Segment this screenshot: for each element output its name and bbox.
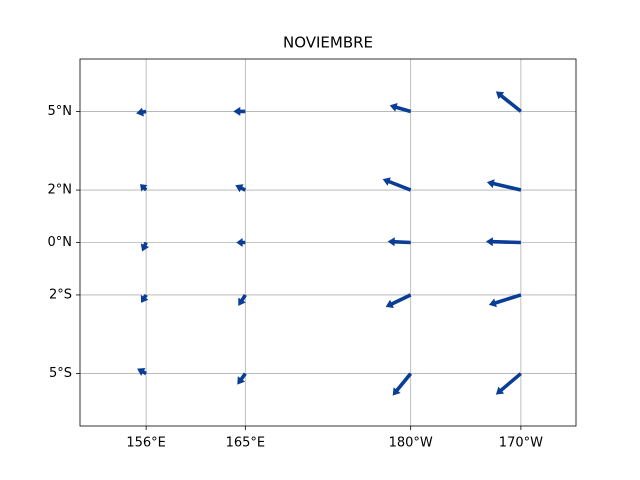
wind-arrow [495, 372, 522, 395]
wind-arrow [233, 106, 246, 116]
wind-arrow [235, 184, 247, 193]
x-tick-label: 165°E [226, 436, 266, 451]
y-tick-label: 2°S [49, 287, 72, 302]
y-tick-label: 2°N [48, 183, 73, 198]
x-tick-label: 180°W [389, 436, 433, 451]
wind-arrow [236, 238, 246, 247]
wind-arrow [137, 368, 147, 376]
x-tick-label: 170°W [499, 436, 543, 451]
wind-arrow [392, 372, 413, 396]
wind-arrow [237, 372, 247, 385]
chart-title: NOVIEMBRE [283, 34, 373, 52]
y-tick-label: 5°S [49, 366, 72, 381]
wind-arrow [485, 237, 521, 247]
wind-arrow [389, 103, 412, 114]
wind-arrow [488, 293, 522, 308]
x-tick-label: 156°E [126, 436, 166, 451]
wind-arrow [238, 294, 247, 306]
y-tick-label: 0°N [48, 235, 73, 250]
wind-arrow [382, 177, 412, 192]
y-tick-label: 5°N [48, 104, 73, 119]
wind-arrow [387, 237, 411, 247]
wind-arrow [140, 294, 149, 303]
plot-frame [79, 58, 577, 427]
wind-arrow [495, 91, 522, 113]
wind-arrow [136, 107, 147, 117]
wind-arrow [140, 241, 149, 252]
wind-arrow [385, 293, 412, 308]
wind-arrow [486, 179, 522, 192]
wind-arrow [140, 184, 148, 192]
